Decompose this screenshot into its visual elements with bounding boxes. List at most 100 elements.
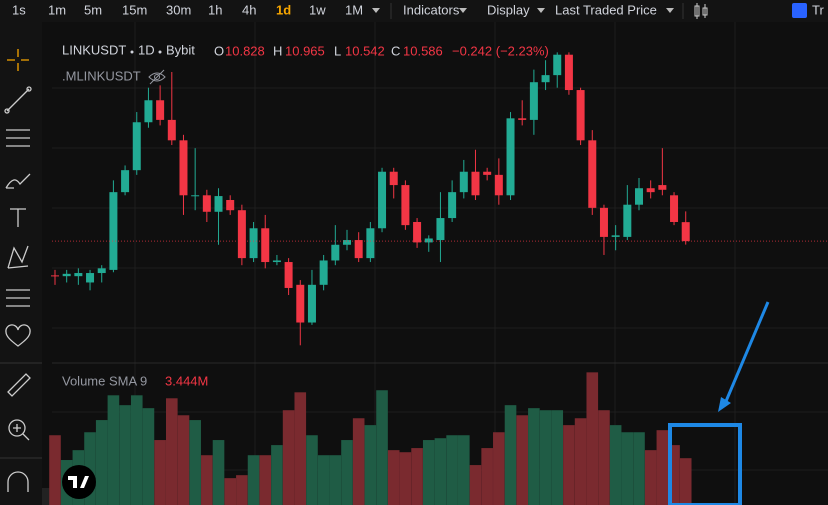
candle-body xyxy=(681,222,690,242)
interval-button[interactable]: 30m xyxy=(166,2,191,17)
volume-bar xyxy=(306,435,318,505)
interval-dropdown[interactable] xyxy=(372,8,380,13)
interval-button[interactable]: 1m xyxy=(48,2,66,17)
candle-body xyxy=(670,195,679,222)
volume-bar xyxy=(621,432,634,505)
volume-bar xyxy=(504,405,517,505)
secondary-symbol: .MLINKUSDT xyxy=(62,68,141,83)
candle-body xyxy=(226,200,235,211)
candle-body xyxy=(588,140,597,208)
hide-icon[interactable] xyxy=(148,69,166,85)
volume-bar xyxy=(574,418,587,505)
symbol: LINKUSDT xyxy=(62,42,126,57)
logo[interactable] xyxy=(62,465,96,499)
price-change: −0.242 (−2.23%) xyxy=(452,43,549,58)
candle-body xyxy=(86,273,95,283)
interval-button[interactable]: 1w xyxy=(309,2,326,17)
collapse-button[interactable] xyxy=(42,488,50,505)
candle-body xyxy=(343,240,351,245)
candle-body xyxy=(436,218,445,241)
interval-button[interactable]: 1d xyxy=(276,2,291,17)
candle-body xyxy=(518,118,527,120)
candle-body xyxy=(413,221,422,243)
volume-bar xyxy=(142,408,155,505)
ohlc-label: L xyxy=(334,43,341,58)
candle-body xyxy=(576,90,585,141)
candle-body xyxy=(109,192,118,270)
volume-bar xyxy=(119,405,131,505)
candle-body xyxy=(564,54,573,91)
ohlc-value: 10.586 xyxy=(403,43,443,58)
candle-body xyxy=(599,207,608,237)
volume-bar xyxy=(212,440,225,505)
candle-body xyxy=(658,185,667,190)
top-toolbar xyxy=(0,0,828,22)
volume-bar xyxy=(516,415,528,505)
volume-bar xyxy=(609,425,622,505)
volume-bar xyxy=(422,440,435,505)
interval-button[interactable]: 5m xyxy=(84,2,102,17)
volume-bar xyxy=(563,425,575,505)
volume-bar xyxy=(130,395,143,505)
dot xyxy=(130,50,134,54)
candle-body xyxy=(272,260,281,263)
candle-body xyxy=(179,140,188,196)
candle-body xyxy=(237,210,246,259)
candle-body xyxy=(401,185,410,226)
candle-body xyxy=(51,275,59,277)
volume-bar xyxy=(633,432,645,505)
candle-body xyxy=(284,262,293,288)
interval-button[interactable]: 1s xyxy=(12,2,26,17)
candle-body xyxy=(424,238,433,243)
candle-body xyxy=(494,174,503,196)
volume-bar xyxy=(364,425,377,505)
candle-body xyxy=(448,192,457,219)
menu-button[interactable]: Last Traded Price xyxy=(555,2,657,17)
candle-body xyxy=(623,204,632,237)
candle-type-icon[interactable] xyxy=(694,3,708,19)
candle-body xyxy=(331,244,340,261)
candle-body xyxy=(541,75,550,83)
volume-bar xyxy=(481,448,493,505)
menu-button[interactable]: Indicators xyxy=(403,2,460,17)
interval-button[interactable]: 4h xyxy=(242,2,256,17)
menu-button[interactable]: Display xyxy=(487,2,530,17)
volume-bar xyxy=(458,435,470,505)
candle-body xyxy=(97,268,106,274)
volume-bar xyxy=(341,440,353,505)
interval-button[interactable]: 1M xyxy=(345,2,363,17)
candle-body xyxy=(506,118,515,196)
candle-body xyxy=(635,188,643,205)
candle-body xyxy=(307,284,316,323)
drawing-tools[interactable] xyxy=(4,49,32,492)
volume-bar xyxy=(656,430,669,505)
annotation-arrowhead xyxy=(718,397,731,412)
candle-body xyxy=(296,284,305,323)
interval-button[interactable]: 15m xyxy=(122,2,147,17)
ohlc-value: 10.828 xyxy=(225,43,265,58)
candle-body xyxy=(62,273,71,277)
volume-bar xyxy=(247,455,260,505)
candle-body xyxy=(389,171,398,186)
volume-bar xyxy=(177,415,190,505)
ohlc-value: 10.965 xyxy=(285,43,325,58)
volume-bar xyxy=(668,445,680,505)
candle-body xyxy=(167,119,176,141)
volume-bar xyxy=(539,410,552,505)
volume-bar xyxy=(352,418,365,505)
volume-bar xyxy=(282,410,295,505)
candle-body xyxy=(144,100,153,123)
volume-bar xyxy=(644,450,657,505)
interval-button[interactable]: 1h xyxy=(208,2,222,17)
volume-bar xyxy=(551,410,564,505)
calendar-icon[interactable] xyxy=(792,3,807,18)
volume-bar xyxy=(317,455,330,505)
candle-body xyxy=(121,170,130,193)
volume-bar xyxy=(598,410,610,505)
volume-bar xyxy=(259,455,272,505)
volume-bar xyxy=(679,458,692,505)
candle-body xyxy=(156,100,165,120)
candle-body xyxy=(483,171,492,175)
volume-bar xyxy=(166,398,178,505)
volume-bar xyxy=(528,408,540,505)
